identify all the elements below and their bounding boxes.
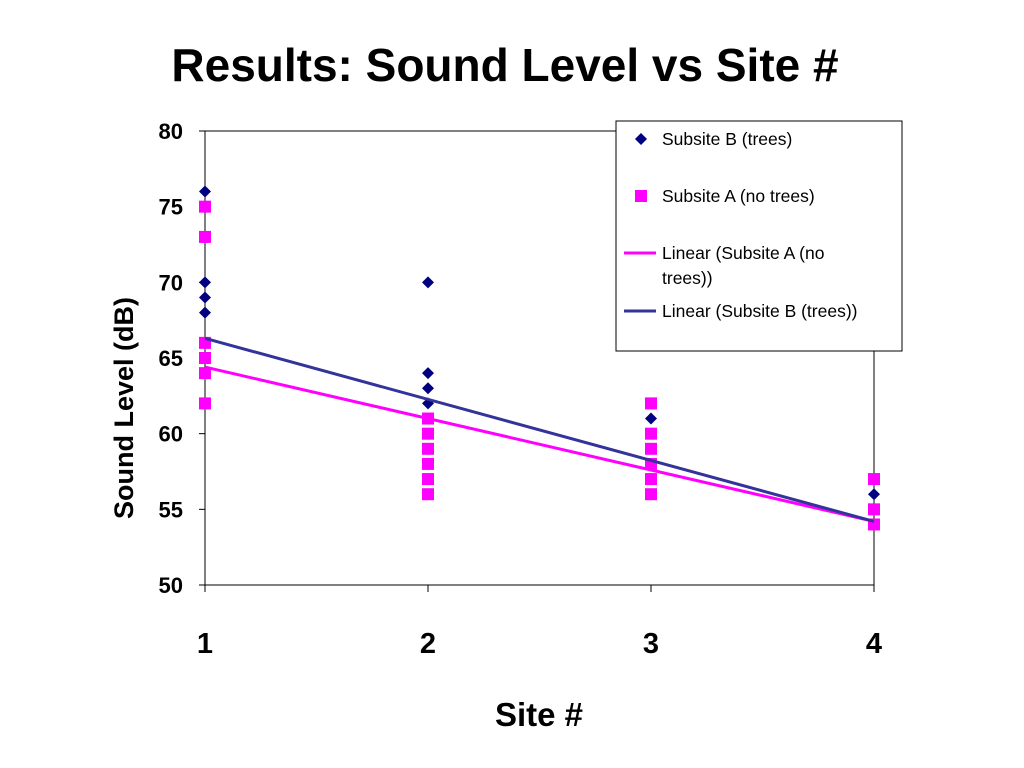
y-tick-label: 75 — [159, 195, 183, 220]
y-tick-label: 55 — [159, 497, 183, 522]
trendline-subsite-b — [204, 336, 875, 523]
data-point-subsite-a — [199, 367, 211, 380]
y-tick-label: 50 — [159, 573, 183, 598]
legend-label: Subsite B (trees) — [662, 129, 792, 149]
data-point-subsite-a — [422, 457, 434, 470]
data-point-subsite-a — [645, 473, 657, 486]
data-point-subsite-a — [422, 473, 434, 486]
data-point-subsite-a — [868, 503, 880, 516]
data-point-subsite-b — [422, 276, 434, 289]
data-point-subsite-a — [422, 442, 434, 455]
legend-symbol-diamond — [635, 133, 647, 145]
data-point-subsite-a — [422, 488, 434, 501]
x-tick-label: 4 — [866, 628, 882, 660]
data-point-subsite-b — [199, 276, 211, 289]
data-point-subsite-a — [868, 473, 880, 486]
data-point-subsite-b — [199, 185, 211, 198]
legend-label: Subsite A (no trees) — [662, 186, 815, 206]
data-point-subsite-a — [199, 200, 211, 213]
legend-label: Linear (Subsite A (no — [662, 243, 824, 263]
legend-label: Linear (Subsite B (trees)) — [662, 301, 858, 321]
data-point-subsite-a — [645, 427, 657, 440]
x-tick-label: 2 — [420, 628, 436, 660]
data-point-subsite-a — [645, 442, 657, 455]
data-point-subsite-b — [422, 382, 434, 395]
x-tick-label: 3 — [643, 628, 659, 660]
data-point-subsite-a — [645, 397, 657, 410]
data-point-subsite-a — [645, 488, 657, 501]
data-point-subsite-b — [868, 488, 880, 501]
legend-label: trees)) — [662, 268, 713, 288]
data-point-subsite-a — [422, 427, 434, 440]
y-tick-label: 80 — [159, 119, 183, 144]
data-point-subsite-b — [645, 412, 657, 425]
data-point-subsite-b — [199, 291, 211, 304]
chart-title: Results: Sound Level vs Site # — [171, 39, 839, 91]
data-point-subsite-b — [199, 306, 211, 319]
y-tick-label: 65 — [159, 346, 183, 371]
x-axis-label: Site # — [495, 696, 583, 733]
legend — [615, 120, 903, 352]
y-axis-label: Sound Level (dB) — [109, 297, 139, 519]
y-tick-label: 70 — [159, 270, 183, 295]
y-tick-label: 60 — [159, 422, 183, 447]
data-point-subsite-a — [199, 230, 211, 243]
data-point-subsite-a — [199, 397, 211, 410]
trendline-subsite-a — [204, 365, 875, 523]
data-point-subsite-b — [422, 367, 434, 380]
x-tick-label: 1 — [197, 628, 213, 660]
data-point-subsite-a — [199, 352, 211, 364]
legend-symbol-square — [635, 190, 647, 202]
